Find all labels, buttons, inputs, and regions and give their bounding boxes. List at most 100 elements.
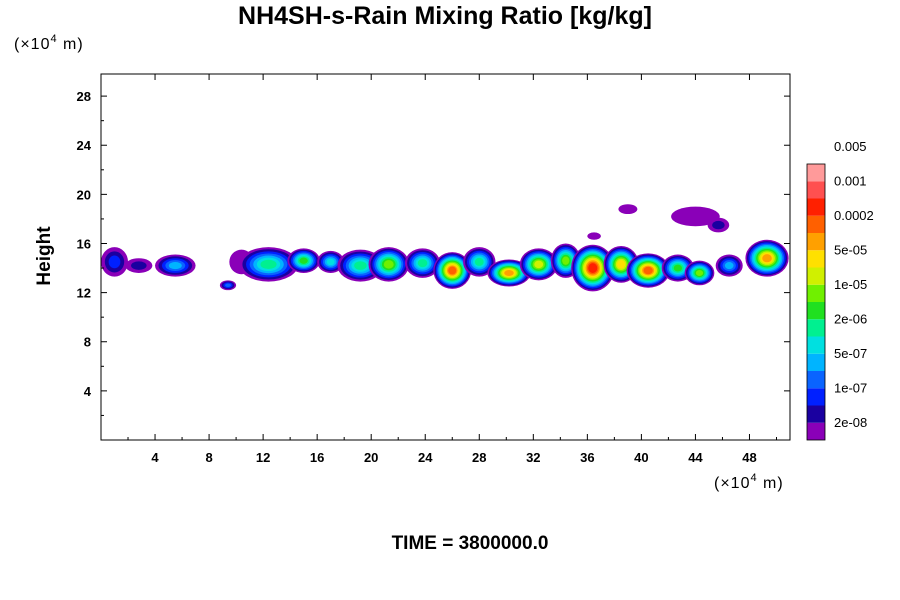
- colorbar-label: 0.0002: [834, 208, 874, 223]
- colorbar-swatch: [807, 371, 825, 389]
- cloud-cell: [671, 206, 720, 227]
- x-tick-label: 28: [472, 450, 486, 465]
- x-tick-label: 12: [256, 450, 270, 465]
- cloud-cell: [238, 247, 299, 282]
- colorbar-swatch: [807, 164, 825, 182]
- colorbar-frame: [806, 163, 826, 441]
- cloud-contour: [383, 260, 394, 269]
- colorbar-swatch: [807, 422, 825, 440]
- cloud-cell: [519, 248, 558, 281]
- colorbar-label: 0.001: [834, 173, 867, 188]
- cloud-contour: [474, 257, 484, 266]
- cloud-contour: [671, 206, 720, 227]
- cloud-contour: [417, 259, 428, 268]
- colorbar-label: 1e-05: [834, 277, 867, 292]
- colorbar-swatch: [807, 233, 825, 251]
- x-unit-exp: 4: [750, 472, 757, 484]
- y-tick-label: 8: [84, 335, 91, 350]
- cloud-contour: [504, 269, 514, 276]
- cloud-cell: [155, 254, 196, 277]
- colorbar-swatch: [807, 353, 825, 371]
- cloud-contour: [587, 232, 601, 240]
- x-unit-pre: (×10: [714, 475, 750, 492]
- cloud-contour: [534, 260, 544, 269]
- colorbar-swatch: [807, 250, 825, 268]
- x-tick-label: 32: [526, 450, 540, 465]
- x-tick-label: 40: [634, 450, 648, 465]
- time-label: TIME = 3800000.0: [392, 533, 549, 554]
- cloud-cell: [317, 250, 345, 273]
- y-axis-label: Height: [34, 226, 55, 286]
- cloud-contour: [712, 220, 725, 230]
- cloud-contour: [326, 258, 335, 266]
- cloud-contour: [762, 254, 772, 263]
- colorbar-swatch: [807, 284, 825, 302]
- cloud-cell: [715, 254, 743, 277]
- cloud-contour: [448, 266, 457, 275]
- colorbar-label: 2e-06: [834, 311, 867, 326]
- cloud-cell: [463, 247, 496, 277]
- cloud-cell: [433, 252, 472, 289]
- x-tick-label: 24: [418, 450, 433, 465]
- colorbar-swatch: [807, 319, 825, 337]
- cloud-contour: [354, 261, 367, 270]
- colorbar-swatch: [807, 405, 825, 423]
- cloud-cell: [707, 217, 730, 233]
- cloud-contour: [225, 283, 231, 288]
- x-tick-label: 44: [688, 450, 703, 465]
- x-axis-unit: (×104 m): [714, 472, 784, 492]
- cloud-contour: [618, 204, 638, 215]
- y-tick-label: 24: [77, 138, 92, 153]
- cloud-contour: [168, 262, 182, 270]
- cloud-contour: [673, 264, 683, 272]
- colorbar-swatch: [807, 181, 825, 199]
- x-unit-post: m): [758, 475, 784, 492]
- x-tick-label: 20: [364, 450, 378, 465]
- cloud-cell: [404, 248, 441, 278]
- x-tick-label: 48: [742, 450, 756, 465]
- y-unit-exp: 4: [50, 33, 57, 45]
- cloud-field: [101, 204, 789, 292]
- colorbar: 2e-08 1e-07 5e-07 2e-06 1e-05 5e-05 0.0002 0.00…: [806, 139, 874, 441]
- cloud-cell: [571, 244, 615, 292]
- colorbar-label: 5e-07: [834, 346, 867, 361]
- colorbar-swatch: [807, 215, 825, 233]
- cloud-contour: [562, 256, 570, 265]
- cloud-cell: [587, 232, 601, 240]
- colorbar-label: 0.005: [834, 139, 867, 154]
- y-unit-pre: (×10: [14, 36, 50, 53]
- cloud-contour: [108, 255, 121, 269]
- cloud-cell: [487, 259, 531, 287]
- cloud-cell: [101, 247, 129, 277]
- cloud-cell: [219, 280, 237, 291]
- cloud-contour: [131, 261, 147, 270]
- y-tick-label: 20: [77, 187, 91, 202]
- x-tick-label: 36: [580, 450, 594, 465]
- y-axis-ticks: 4 8 12 16 20 24 28: [77, 89, 790, 416]
- cloud-contour: [724, 262, 734, 270]
- cloud-contour: [588, 263, 598, 273]
- colorbar-swatch: [807, 388, 825, 406]
- chart-title: NH4SH-s-Rain Mixing Ratio [kg/kg]: [238, 2, 652, 30]
- colorbar-swatch: [807, 267, 825, 285]
- y-tick-label: 4: [84, 384, 92, 399]
- cloud-cell: [745, 239, 789, 277]
- colorbar-label: 5e-05: [834, 242, 867, 257]
- y-tick-label: 16: [77, 236, 91, 251]
- x-axis-ticks: 4 8 12 16 20 24 28 32 36 40 44 48: [127, 74, 777, 465]
- x-tick-label: 16: [310, 450, 324, 465]
- plot-frame: [100, 73, 791, 441]
- y-axis-unit: (×104 m): [14, 33, 84, 53]
- colorbar-label: 1e-07: [834, 380, 867, 395]
- cloud-contour: [617, 260, 626, 269]
- cloud-cell: [626, 253, 670, 288]
- colorbar-label: 2e-08: [834, 415, 867, 430]
- cloud-cell: [684, 260, 715, 286]
- cloud-cell: [368, 247, 410, 282]
- colorbar-swatch: [807, 198, 825, 216]
- colorbar-swatch: [807, 302, 825, 320]
- cloud-cell: [618, 204, 638, 215]
- x-tick-label: 4: [151, 450, 159, 465]
